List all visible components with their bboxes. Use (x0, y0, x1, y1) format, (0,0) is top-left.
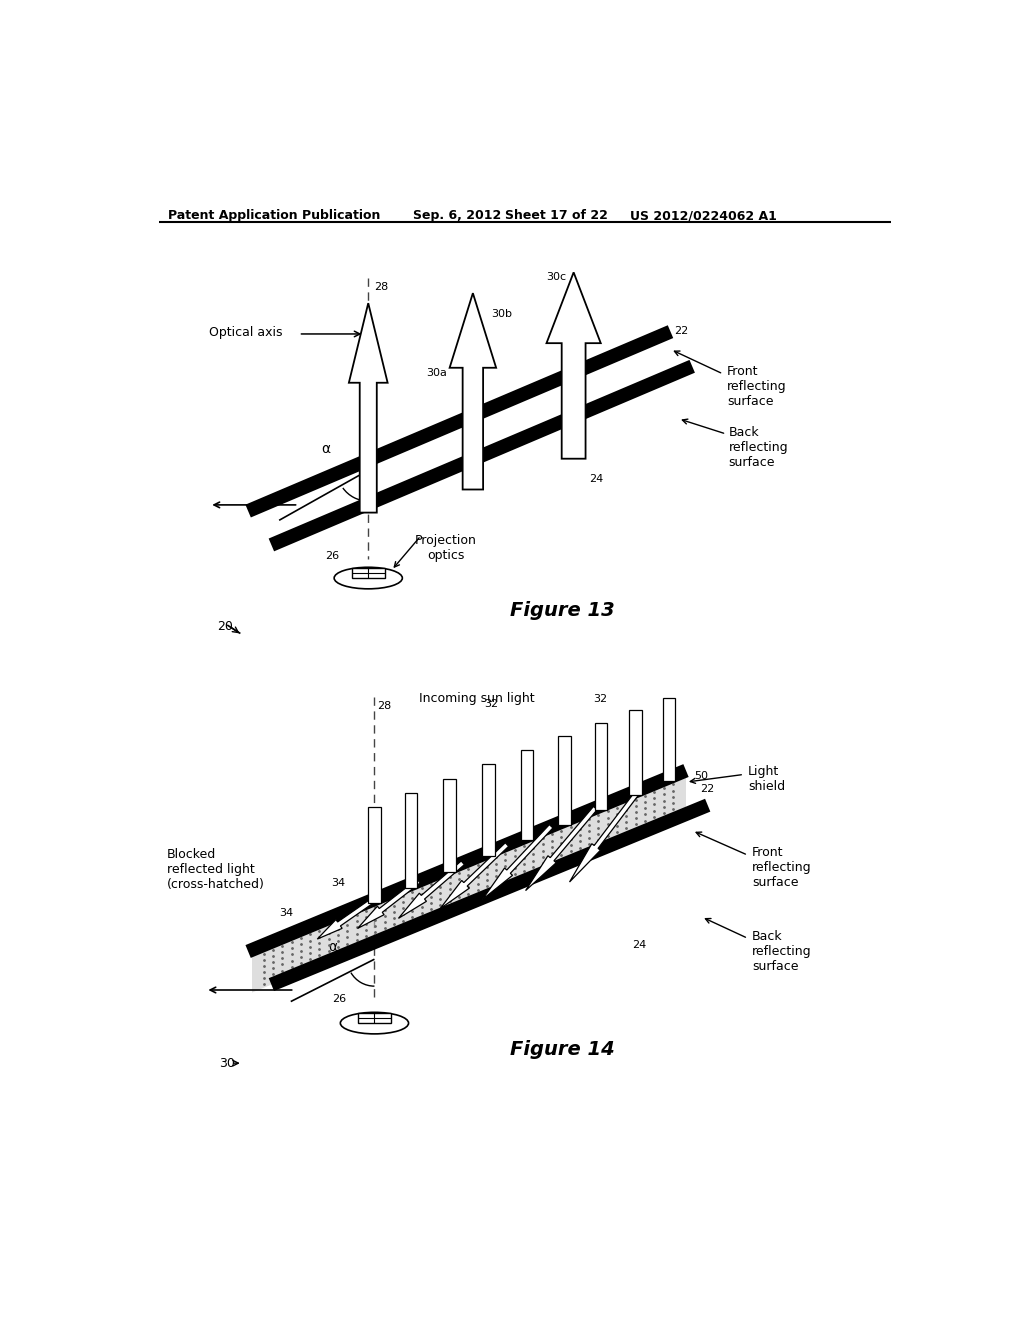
Text: 32: 32 (484, 700, 499, 709)
Polygon shape (569, 788, 641, 882)
Polygon shape (317, 898, 376, 939)
Polygon shape (398, 861, 465, 919)
Text: 26: 26 (332, 994, 346, 1003)
Text: Front
reflecting
surface: Front reflecting surface (752, 846, 811, 888)
Text: Optical axis: Optical axis (209, 326, 283, 339)
Bar (352, 568, 385, 578)
Text: 24: 24 (589, 474, 603, 484)
Text: Blocked
reflected light
(cross-hatched): Blocked reflected light (cross-hatched) (167, 847, 264, 891)
Text: 34: 34 (280, 908, 293, 917)
Text: Front
reflecting
surface: Front reflecting surface (727, 364, 786, 408)
Polygon shape (440, 842, 509, 908)
Polygon shape (482, 825, 553, 899)
Text: 20: 20 (217, 620, 233, 634)
Text: 30c: 30c (547, 272, 566, 282)
Text: 28: 28 (375, 281, 389, 292)
Bar (558, 737, 570, 825)
Text: Back
reflecting
surface: Back reflecting surface (729, 426, 788, 470)
Text: 28: 28 (378, 701, 392, 711)
Ellipse shape (340, 1012, 409, 1034)
Bar (358, 1014, 391, 1023)
Text: Sep. 6, 2012: Sep. 6, 2012 (414, 209, 502, 222)
Polygon shape (349, 304, 388, 512)
Bar (630, 710, 642, 795)
Text: Patent Application Publication: Patent Application Publication (168, 209, 381, 222)
Polygon shape (525, 807, 597, 891)
Text: US 2012/0224062 A1: US 2012/0224062 A1 (630, 209, 777, 222)
Text: 26: 26 (326, 552, 340, 561)
Bar (443, 779, 456, 873)
Text: 30b: 30b (490, 309, 512, 319)
Text: Projection
optics: Projection optics (415, 535, 477, 562)
Bar (521, 750, 534, 840)
Text: 50: 50 (693, 771, 708, 780)
Polygon shape (252, 771, 686, 993)
Ellipse shape (334, 568, 402, 589)
Text: Figure 14: Figure 14 (510, 1040, 614, 1059)
Polygon shape (357, 879, 420, 928)
Text: α: α (322, 442, 331, 455)
Text: α: α (328, 940, 337, 954)
Bar (663, 697, 675, 781)
Text: 32: 32 (593, 693, 607, 704)
Bar (595, 722, 607, 809)
Text: 22: 22 (675, 326, 688, 337)
Polygon shape (547, 272, 601, 459)
Text: Sheet 17 of 22: Sheet 17 of 22 (506, 209, 608, 222)
Bar (404, 793, 417, 888)
Text: Light
shield: Light shield (748, 766, 785, 793)
Polygon shape (450, 293, 496, 490)
Text: Figure 13: Figure 13 (510, 601, 614, 620)
Text: 22: 22 (700, 784, 714, 795)
Text: 30: 30 (219, 1057, 236, 1071)
Text: Incoming sun light: Incoming sun light (419, 692, 535, 705)
Text: 24: 24 (632, 940, 646, 950)
Text: 30a: 30a (426, 368, 447, 378)
Text: 34: 34 (331, 878, 345, 888)
Bar (482, 764, 495, 857)
Bar (369, 807, 381, 903)
Text: Back
reflecting
surface: Back reflecting surface (752, 929, 811, 973)
